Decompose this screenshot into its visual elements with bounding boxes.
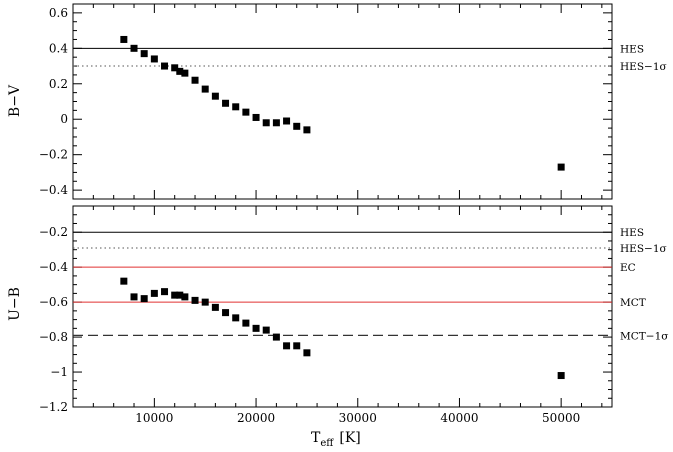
top-data-point <box>150 55 158 63</box>
bottom-data-point <box>201 298 209 306</box>
top-y-tick-label: 0 <box>60 112 68 126</box>
top-data-point <box>272 119 280 127</box>
top-data-point <box>130 44 138 52</box>
top-reference-line-label: HES <box>620 43 644 55</box>
top-data-point <box>140 50 148 58</box>
top-data-point <box>120 35 128 43</box>
bottom-data-point <box>222 309 230 317</box>
bottom-data-point <box>171 291 179 299</box>
bottom-data-point <box>191 296 199 304</box>
top-data-point <box>171 64 179 72</box>
top-y-tick-label: 0.2 <box>49 77 68 91</box>
top-data-point <box>181 69 189 77</box>
bottom-data-point <box>120 277 128 285</box>
top-reference-line-label: HES−1σ <box>620 61 667 73</box>
top-data-point <box>283 117 291 125</box>
top-panel: 0.6 0.4 0.2 0 −0.2 −0.4 HES HES−1σ <box>39 3 667 200</box>
bottom-data-point <box>211 303 219 311</box>
bottom-y-tick-label: −0.8 <box>39 330 68 344</box>
top-data-point <box>252 113 260 121</box>
bottom-panel: 10000 20000 30000 40000 50000 −0.2 −0.4 −0.6 −0.… <box>39 205 668 425</box>
bottom-data-point <box>242 319 250 327</box>
top-y-tick-label: 0.6 <box>49 6 68 20</box>
bottom-data-point <box>176 291 184 299</box>
bottom-reference-line-label: HES−1σ <box>620 243 667 255</box>
x-axis-label-unit: [K] <box>339 430 360 446</box>
bottom-x-tick-label: 30000 <box>339 411 377 425</box>
bottom-x-tick-label: 20000 <box>237 411 275 425</box>
top-data-point <box>557 163 565 171</box>
x-axis-label-symbol: T <box>311 430 321 446</box>
bottom-reference-line-label: EC <box>620 262 636 274</box>
bottom-y-tick-label: −1.2 <box>39 400 68 414</box>
top-data-point <box>176 67 184 75</box>
bottom-data-point <box>262 326 270 334</box>
top-data-point <box>191 76 199 84</box>
bottom-data-point <box>181 293 189 301</box>
bottom-y-tick-label: −1 <box>50 365 68 379</box>
bottom-data-point <box>150 289 158 297</box>
top-data-point <box>262 119 270 127</box>
top-y-tick-label: −0.4 <box>39 183 69 197</box>
top-data-point <box>201 85 209 93</box>
bottom-data-point <box>252 324 260 332</box>
bottom-data-point <box>140 295 148 303</box>
bottom-reference-line-label: HES <box>620 227 644 239</box>
bottom-plot-frame <box>72 205 613 408</box>
bottom-data-point <box>130 293 138 301</box>
bottom-data-point <box>293 342 301 350</box>
top-data-point <box>232 103 240 111</box>
top-data-point <box>303 126 311 134</box>
bottom-reference-line-label: MCT−1σ <box>620 330 668 342</box>
bottom-data-point <box>303 349 311 357</box>
top-data-point <box>161 62 169 70</box>
bottom-reference-line-label: MCT <box>620 297 646 309</box>
top-y-tick-label: 0.4 <box>49 41 68 55</box>
bottom-data-point <box>272 333 280 341</box>
top-plot-frame <box>72 3 613 200</box>
top-data-point <box>293 122 301 130</box>
bottom-x-tick-label: 50000 <box>542 411 580 425</box>
bottom-y-tick-label: −0.2 <box>39 225 68 239</box>
top-data-point <box>211 92 219 100</box>
bottom-data-point <box>232 314 240 322</box>
bottom-data-point <box>283 342 291 350</box>
bottom-x-tick-label: 10000 <box>135 411 173 425</box>
x-axis-label-subscript: eff <box>320 438 334 449</box>
x-axis-label: Teff [K] <box>311 430 361 449</box>
top-data-point <box>222 99 230 107</box>
top-data-point <box>242 108 250 116</box>
bottom-data-point <box>557 372 565 380</box>
bottom-y-tick-label: −0.4 <box>39 260 69 274</box>
bottom-data-point <box>161 288 169 296</box>
top-y-tick-label: −0.2 <box>39 148 68 162</box>
bottom-y-axis-label: U−B <box>7 287 23 321</box>
bottom-x-tick-label: 40000 <box>440 411 478 425</box>
bottom-y-tick-label: −0.6 <box>39 295 68 309</box>
top-y-axis-label: B−V <box>7 84 23 117</box>
